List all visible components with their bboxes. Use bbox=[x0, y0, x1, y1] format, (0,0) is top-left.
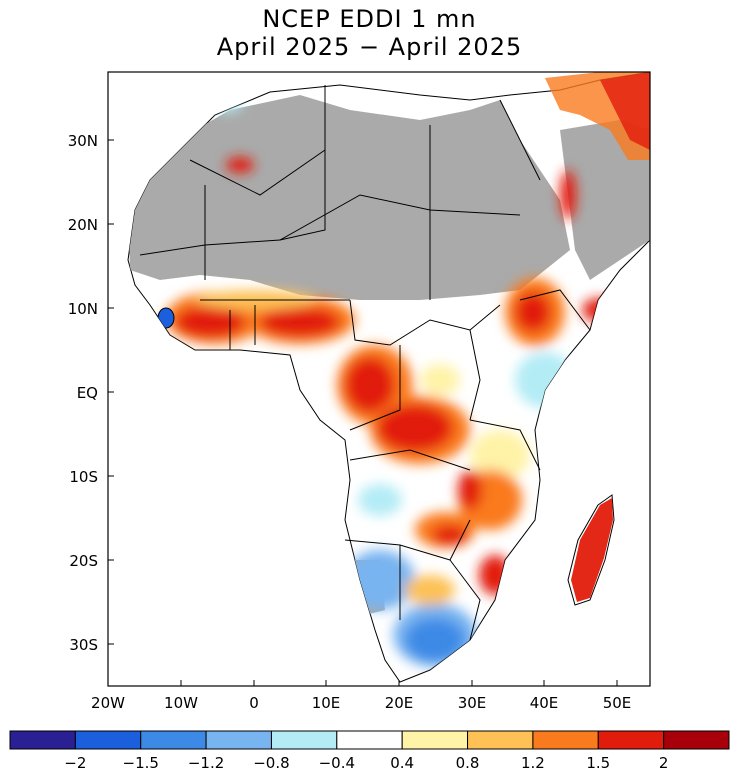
colorbar-swatch bbox=[597, 730, 665, 750]
lon-tick-label: 40E bbox=[530, 694, 559, 712]
colorbar-swatch bbox=[74, 730, 142, 750]
colorbar-swatch bbox=[9, 730, 76, 750]
colorbar: −2 −1.5 −1.2 −0.8 −0.4 0.4 0.8 1.2 1.5 2 bbox=[9, 730, 730, 772]
colorbar-swatch bbox=[663, 730, 730, 750]
latitude-axis: 30N 20N 10N EQ 10S 20S 30S bbox=[68, 132, 114, 654]
colorbar-swatch bbox=[205, 730, 272, 750]
map-frame bbox=[107, 71, 651, 687]
colorbar-label: −1.2 bbox=[188, 754, 224, 772]
colorbar-label: −0.8 bbox=[253, 754, 289, 772]
map-title-line2: April 2025 − April 2025 bbox=[216, 33, 523, 61]
lon-tick-label: 0 bbox=[249, 694, 259, 712]
colorbar-swatch bbox=[140, 730, 207, 750]
longitude-axis: 20W 10W 0 10E 20E 30E 40E 50E bbox=[91, 680, 631, 712]
lon-tick-label: 20W bbox=[91, 694, 125, 712]
colorbar-label: −0.4 bbox=[319, 754, 355, 772]
lat-tick-label: 10S bbox=[69, 468, 98, 486]
lon-tick-label: 10W bbox=[164, 694, 198, 712]
lon-tick-label: 50E bbox=[603, 694, 632, 712]
colorbar-swatch bbox=[467, 730, 534, 750]
colorbar-label: 0.8 bbox=[456, 754, 480, 772]
lat-tick-label: 20S bbox=[69, 552, 98, 570]
lat-tick-label: EQ bbox=[77, 384, 98, 402]
lon-tick-label: 20E bbox=[385, 694, 414, 712]
map-title-line1: NCEP EDDI 1 mn bbox=[262, 5, 477, 33]
colorbar-label: 0.4 bbox=[390, 754, 414, 772]
colorbar-label: −2 bbox=[64, 754, 86, 772]
masked-region-arabia bbox=[560, 120, 650, 280]
masked-region-sahara bbox=[128, 95, 570, 300]
colorbar-label: 1.5 bbox=[586, 754, 610, 772]
colorbar-swatch bbox=[336, 730, 403, 750]
colorbar-label: 2 bbox=[659, 754, 669, 772]
lon-tick-label: 10E bbox=[312, 694, 341, 712]
colorbar-swatch bbox=[532, 730, 599, 750]
country-borders bbox=[139, 85, 591, 641]
colorbar-swatch bbox=[270, 730, 338, 750]
lon-tick-label: 30E bbox=[458, 694, 487, 712]
lat-tick-label: 30S bbox=[69, 636, 98, 654]
lat-tick-label: 30N bbox=[68, 132, 98, 150]
lat-tick-label: 20N bbox=[68, 216, 98, 234]
colorbar-label: 1.2 bbox=[521, 754, 545, 772]
colorbar-swatch bbox=[401, 730, 469, 750]
lat-tick-label: 10N bbox=[68, 300, 98, 318]
colorbar-label: −1.5 bbox=[123, 754, 159, 772]
